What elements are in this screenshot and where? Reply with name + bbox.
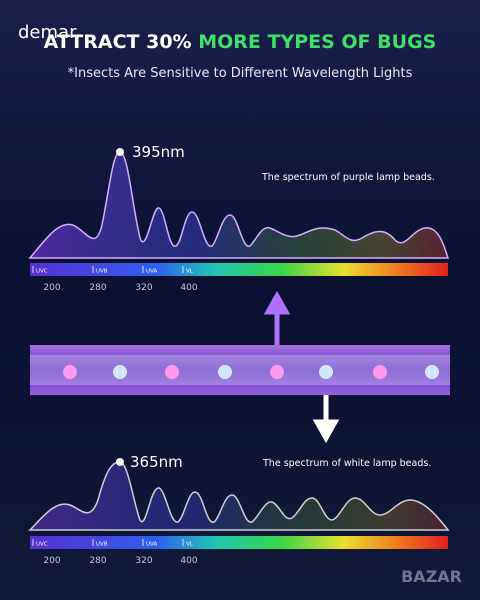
- peak-label: 365nm: [130, 453, 183, 471]
- title-part: MORE TYPES OF BUGS: [198, 31, 436, 53]
- scale-label: 320: [135, 556, 152, 566]
- band-label: UVC: [36, 269, 48, 275]
- band-label: VL: [186, 542, 194, 548]
- spectrum-bottom: 365nm The spectrum of white lamp beads.: [28, 453, 450, 549]
- spectrum-bar: [30, 263, 448, 276]
- band-label: UVB: [96, 269, 108, 275]
- band-label: UVC: [36, 542, 48, 548]
- peak-label: 395nm: [132, 143, 185, 161]
- scale-label: 200: [43, 283, 60, 293]
- caption: The spectrum of purple lamp beads.: [261, 172, 435, 183]
- band-label: UVA: [146, 269, 157, 275]
- band-label: UVA: [146, 542, 157, 548]
- scale-label: 200: [43, 556, 60, 566]
- arrow-down: [312, 395, 340, 444]
- peak-dot: [116, 148, 124, 156]
- band-label: UVB: [96, 542, 108, 548]
- peak-dot: [116, 458, 124, 466]
- scale-label: 320: [135, 283, 152, 293]
- scale-label: 280: [89, 283, 106, 293]
- title: ATTRACT 30% MORE TYPES OF BUGS: [44, 31, 437, 53]
- led-strip: [30, 345, 450, 395]
- spectrum-top: 395nm The spectrum of purple lamp beads.: [28, 143, 450, 276]
- subtitle: *Insects Are Sensitive to Different Wave…: [68, 66, 413, 81]
- scale-label: 400: [180, 283, 197, 293]
- spectrum-bar: [30, 536, 448, 549]
- title-part: ATTRACT 30%: [44, 31, 192, 53]
- scale-label: 280: [89, 556, 106, 566]
- arrow-up: [263, 290, 291, 345]
- brand: demar: [18, 22, 77, 43]
- scale-label: 400: [180, 556, 197, 566]
- watermark: BAZAR: [401, 567, 462, 586]
- spectrum-curve: [28, 151, 450, 259]
- caption: The spectrum of white lamp beads.: [262, 458, 431, 469]
- band-label: VL: [186, 269, 194, 275]
